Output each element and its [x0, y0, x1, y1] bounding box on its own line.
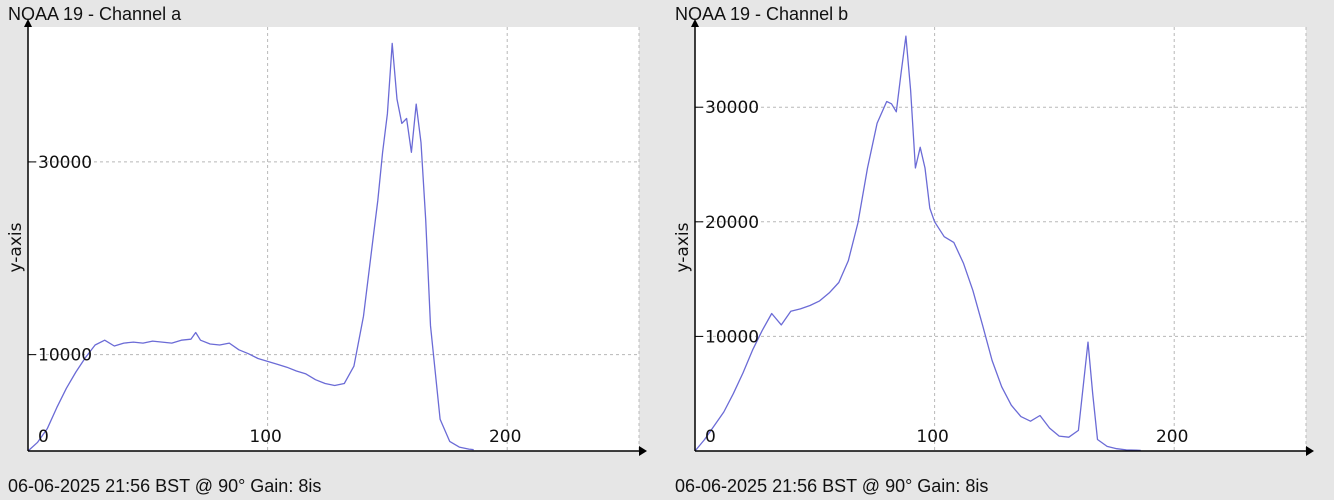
- status-footer: 06-06-2025 21:56 BST @ 90° Gain: 8is: [8, 476, 322, 496]
- y-axis-label: y-axis: [6, 222, 26, 272]
- chart-panel-channel-a: NOAA 19 - Channel a 0 100 200 10000 30000 y-a…: [6, 4, 647, 496]
- status-footer: 06-06-2025 21:56 BST @ 90° Gain: 8is: [675, 476, 989, 496]
- y-tick-label: 30000: [38, 153, 92, 173]
- plot-area: [28, 27, 639, 451]
- y-tick-label: 30000: [705, 98, 759, 118]
- x-axis-arrow: [1306, 446, 1314, 456]
- chart-title: NOAA 19 - Channel a: [8, 4, 182, 24]
- x-tick-label: 100: [916, 427, 948, 447]
- series-line: [27, 42, 474, 452]
- y-axis-arrow: [691, 19, 699, 27]
- y-tick-label: 20000: [705, 213, 759, 233]
- line-chart-channel-b: 0 100 200 10000 20000 30000 y-axis: [673, 19, 1314, 456]
- x-tick-label: 0: [705, 427, 716, 447]
- plot-area: [695, 27, 1306, 451]
- chart-panel-channel-b: NOAA 19 - Channel b 0 100 200 10000 20000 300…: [667, 0, 1334, 500]
- y-tick-label: 10000: [705, 327, 759, 347]
- series-line: [694, 35, 1141, 452]
- x-axis-arrow: [639, 446, 647, 456]
- x-tick-label: 100: [249, 427, 281, 447]
- x-tick-label: 200: [1156, 427, 1188, 447]
- x-tick-label: 0: [38, 427, 49, 447]
- y-axis-arrow: [24, 19, 32, 27]
- chart-title: NOAA 19 - Channel b: [675, 4, 849, 24]
- y-axis-label: y-axis: [673, 222, 693, 272]
- line-chart-channel-a: 0 100 200 10000 30000 y-axis: [6, 19, 647, 456]
- y-tick-label: 10000: [38, 346, 92, 366]
- x-tick-label: 200: [489, 427, 521, 447]
